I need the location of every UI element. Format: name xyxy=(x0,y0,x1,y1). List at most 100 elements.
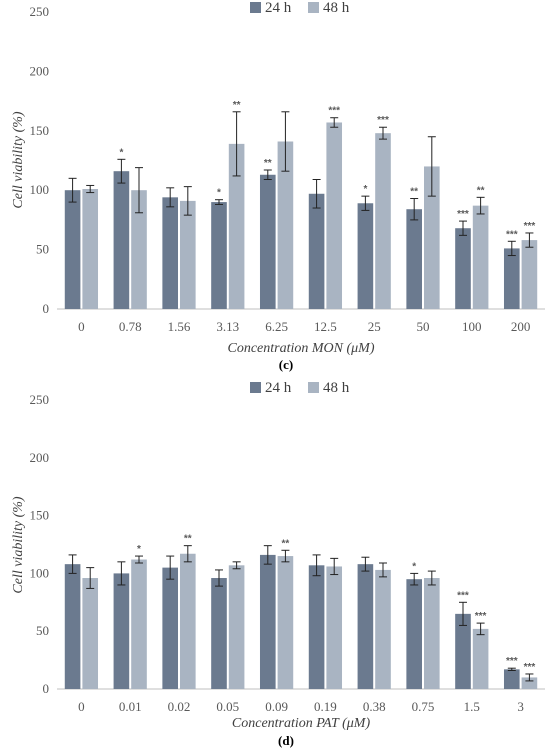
panel-label: (d) xyxy=(278,733,294,748)
bar-48h xyxy=(424,578,440,689)
bar-48h xyxy=(472,205,489,309)
significance-label: * xyxy=(137,544,141,555)
y-tick-label: 250 xyxy=(30,392,50,407)
x-tick-label: 12.5 xyxy=(314,319,337,334)
legend: 24 h 48 h xyxy=(250,380,350,396)
bar-24h xyxy=(406,209,422,309)
x-tick-label: 0 xyxy=(78,319,85,334)
bar-48h xyxy=(228,143,245,309)
bar-24h xyxy=(211,202,227,309)
bar-24h xyxy=(455,228,471,309)
y-tick-label: 250 xyxy=(30,4,50,19)
x-tick-label: 0.05 xyxy=(216,699,239,714)
y-tick-label: 150 xyxy=(30,508,50,523)
significance-label: * xyxy=(363,184,367,195)
bar-48h xyxy=(326,122,343,309)
y-tick-label: 0 xyxy=(43,681,50,696)
legend-label: 48 h xyxy=(323,380,350,396)
y-axis-title: Cell viability (%) xyxy=(11,496,26,594)
x-tick-label: 25 xyxy=(368,319,381,334)
bar-48h xyxy=(82,189,99,309)
significance-label: ** xyxy=(282,538,290,549)
bar-24h xyxy=(113,171,130,309)
x-tick-label: 0.78 xyxy=(119,319,142,334)
x-tick-label: 3.13 xyxy=(216,319,239,334)
y-tick-label: 200 xyxy=(30,450,50,465)
bar-24h xyxy=(211,578,227,689)
bar-24h xyxy=(503,248,520,309)
bar-48h xyxy=(277,141,294,309)
bar-24h xyxy=(308,565,325,689)
bar-24h xyxy=(64,190,81,309)
bar-48h xyxy=(375,133,391,309)
x-tick-label: 0.09 xyxy=(265,699,288,714)
x-axis-title: Concentration MON (μM) xyxy=(227,341,374,356)
bar-48h xyxy=(472,628,489,689)
chart-panel-2: 0 50 100 150 200 250 0 * 0.01 ** 0.02 0.05 ** 0.09 0.1… xyxy=(11,380,545,748)
x-tick-label: 0.19 xyxy=(314,699,337,714)
bar-48h xyxy=(326,566,343,689)
bar-24h xyxy=(308,193,325,309)
bar-48h xyxy=(82,578,99,689)
x-tick-label: 200 xyxy=(511,319,531,334)
x-tick-label: 1.56 xyxy=(168,319,191,334)
bar-24h xyxy=(455,613,471,689)
bar-24h xyxy=(162,567,178,689)
bar-48h xyxy=(424,166,440,309)
bar-24h xyxy=(162,197,178,309)
significance-label: *** xyxy=(328,106,340,117)
significance-label: * xyxy=(119,147,123,158)
x-tick-label: 0.01 xyxy=(119,699,142,714)
y-axis-title: Cell viability (%) xyxy=(11,111,26,209)
panel-label: (c) xyxy=(279,357,293,372)
bar-24h xyxy=(259,174,276,309)
significance-label: ** xyxy=(264,158,272,169)
y-tick-label: 100 xyxy=(30,182,50,197)
y-tick-label: 50 xyxy=(36,242,49,257)
x-tick-label: 0.38 xyxy=(363,699,386,714)
x-tick-label: 0 xyxy=(78,699,85,714)
bar-48h xyxy=(521,677,538,689)
x-tick-label: 0.75 xyxy=(412,699,435,714)
significance-label: *** xyxy=(524,662,536,673)
legend-label: 48 h xyxy=(323,0,350,16)
significance-label: ** xyxy=(477,185,485,196)
bar-48h xyxy=(131,559,147,689)
bar-48h xyxy=(521,240,538,309)
y-tick-label: 200 xyxy=(30,63,50,78)
bar-24h xyxy=(259,554,276,689)
significance-label: * xyxy=(217,188,221,199)
bar-24h xyxy=(357,564,374,689)
bar-48h xyxy=(180,200,196,309)
bar-48h xyxy=(277,556,294,689)
bar-24h xyxy=(113,573,130,689)
bar-48h xyxy=(228,565,245,689)
significance-label: ** xyxy=(233,100,241,111)
y-tick-label: 0 xyxy=(43,301,50,316)
y-tick-label: 150 xyxy=(30,123,50,138)
bar-24h xyxy=(357,203,374,309)
significance-label: *** xyxy=(377,115,389,126)
bar-24h xyxy=(406,579,422,689)
significance-label: *** xyxy=(457,209,469,220)
bar-48h xyxy=(180,553,196,689)
bar-24h xyxy=(503,669,520,689)
x-tick-label: 100 xyxy=(462,319,482,334)
significance-label: *** xyxy=(475,611,487,622)
legend-label: 24 h xyxy=(265,0,292,16)
legend: 24 h 48 h xyxy=(250,0,350,16)
x-axis-title: Concentration PAT (μM) xyxy=(232,716,371,731)
legend-label: 24 h xyxy=(265,380,292,396)
significance-label: * xyxy=(412,561,416,572)
significance-label: *** xyxy=(457,590,469,601)
x-tick-label: 0.02 xyxy=(168,699,191,714)
significance-label: *** xyxy=(506,229,518,240)
y-tick-label: 100 xyxy=(30,565,50,580)
x-tick-label: 3 xyxy=(517,699,524,714)
legend-swatch xyxy=(250,382,261,393)
legend-swatch xyxy=(308,2,319,13)
bar-48h xyxy=(375,569,391,689)
significance-label: *** xyxy=(524,221,536,232)
